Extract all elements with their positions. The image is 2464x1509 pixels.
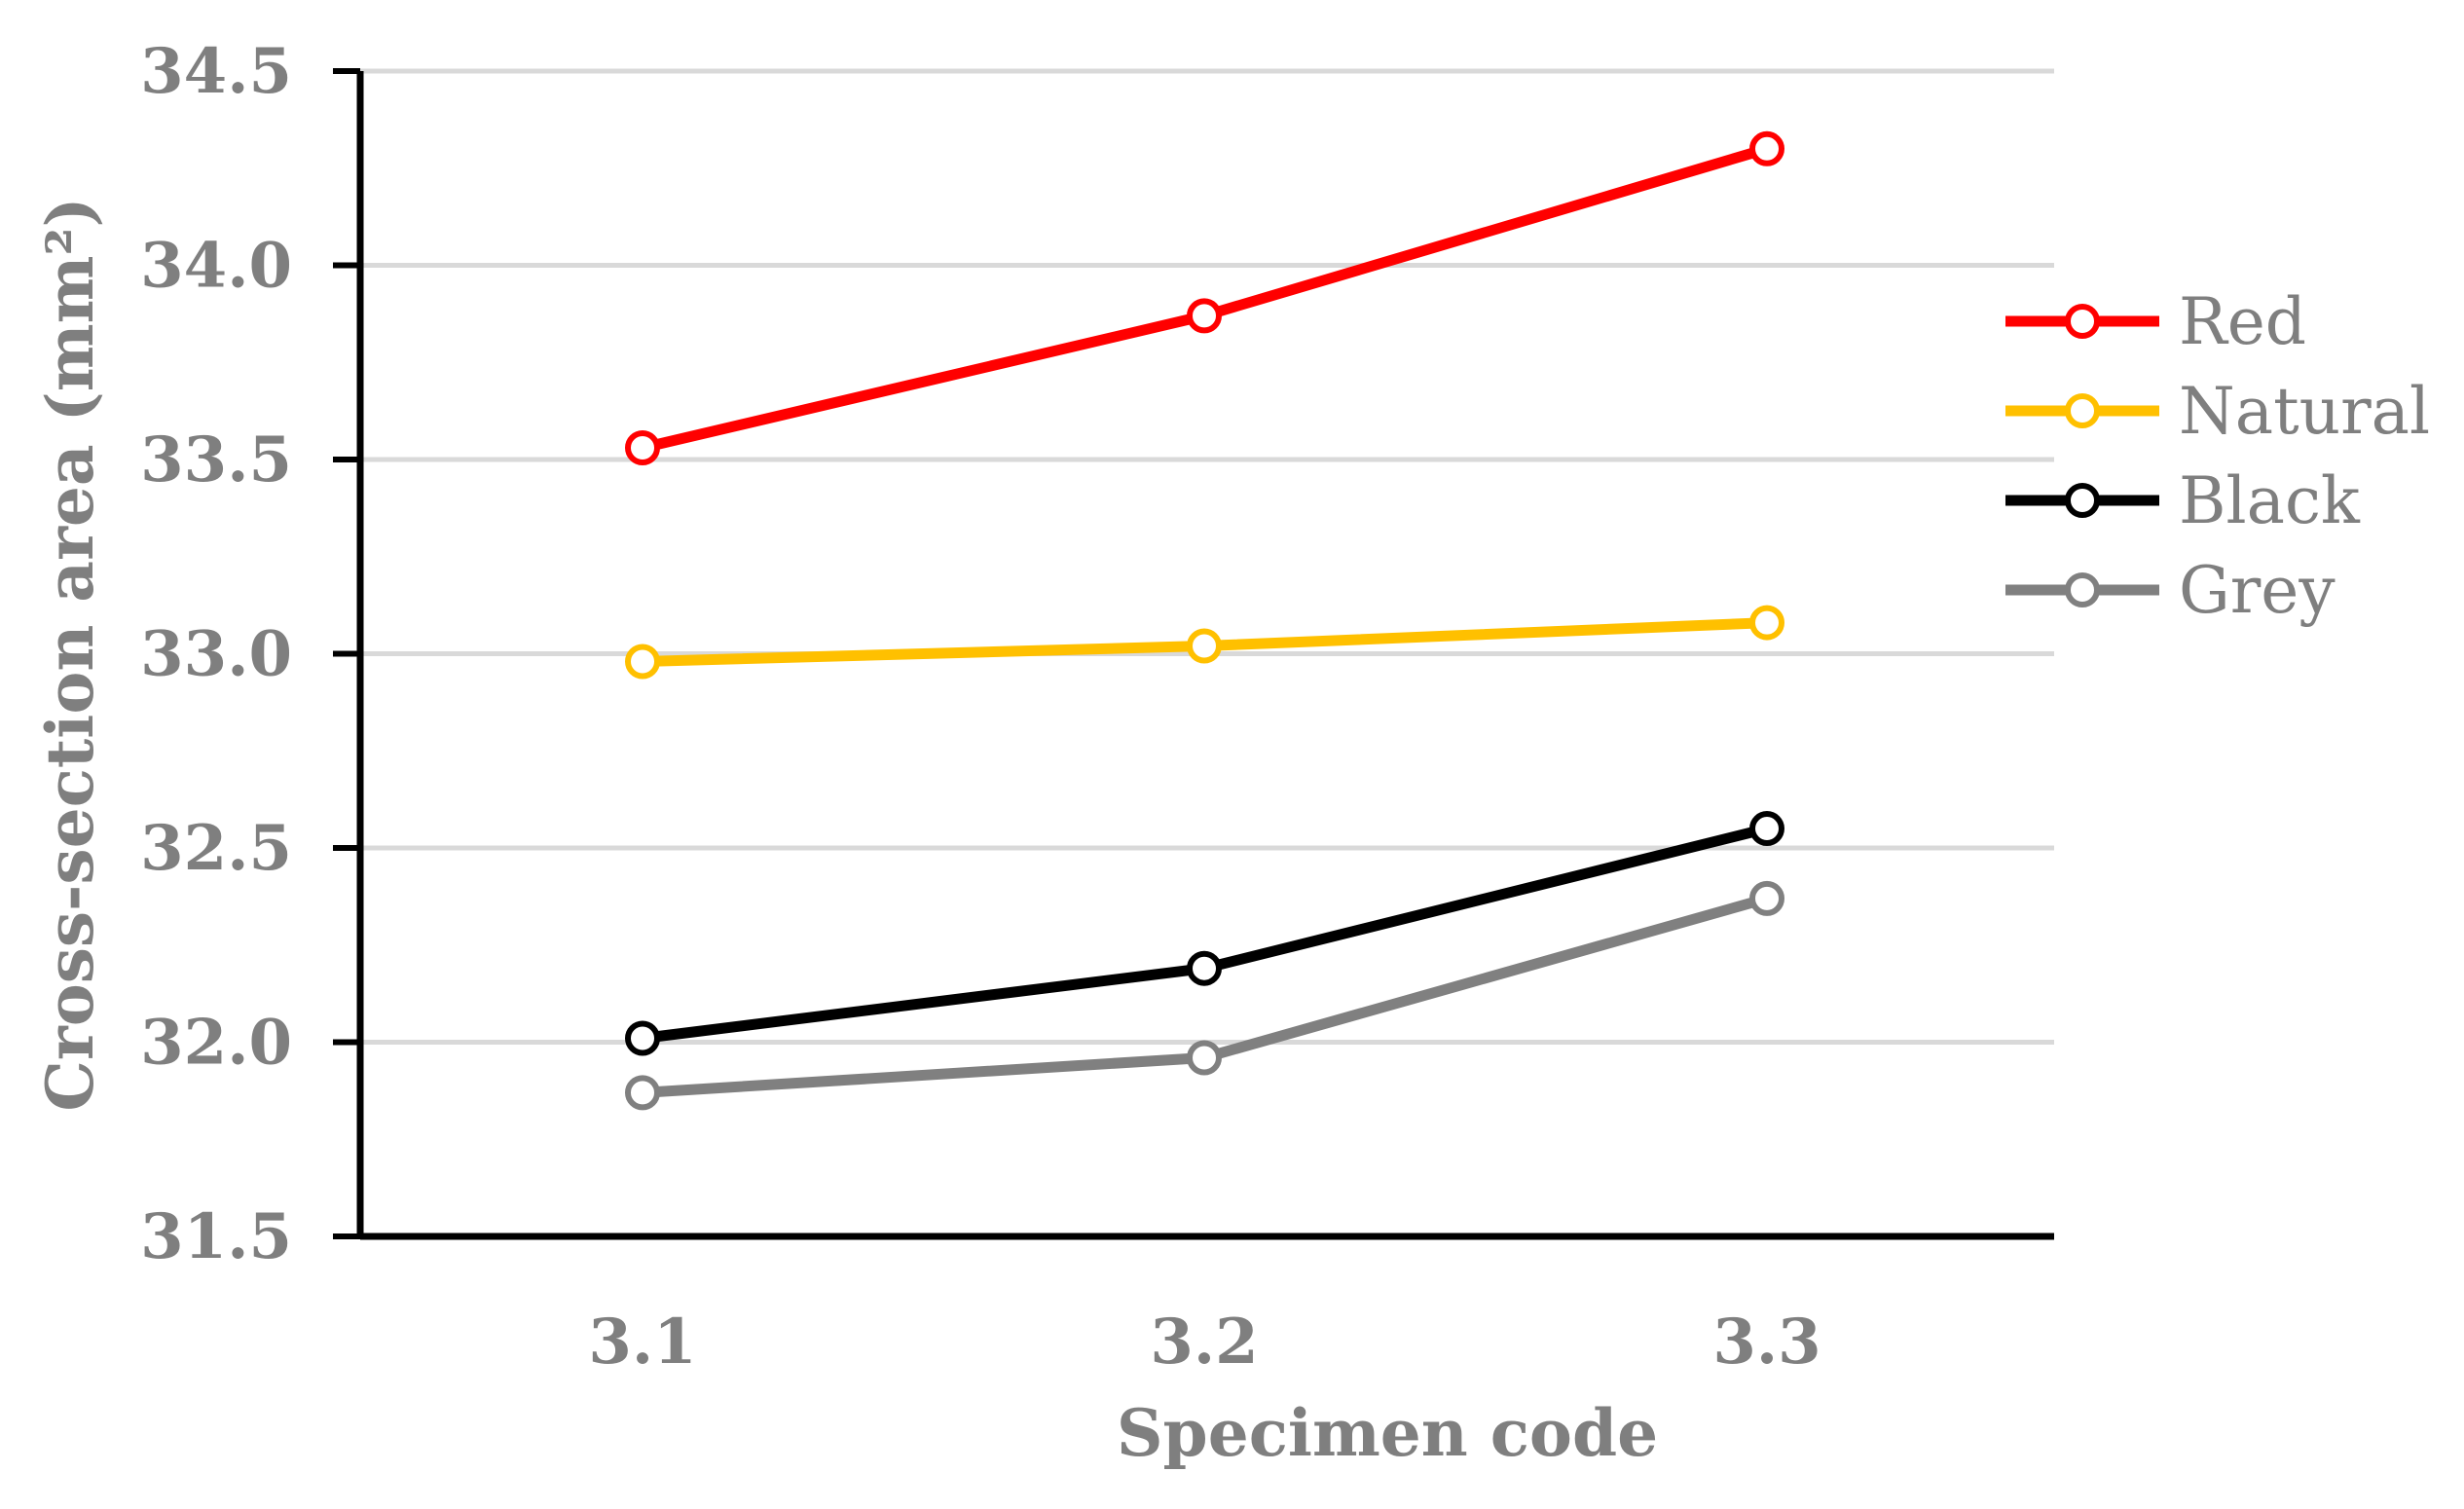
x-tick-label: 3.1 bbox=[588, 1306, 696, 1379]
data-point bbox=[1749, 605, 1784, 641]
legend-marker bbox=[2065, 572, 2100, 607]
legend-marker bbox=[2065, 483, 2100, 518]
legend-item: Grey bbox=[2005, 553, 2335, 628]
series-grey bbox=[625, 880, 1784, 1111]
series-line bbox=[642, 823, 1769, 1044]
legend-label: Black bbox=[2179, 463, 2361, 538]
data-point bbox=[1749, 130, 1784, 166]
y-axis-title: Cross-section area (mm²) bbox=[32, 197, 108, 1111]
data-point bbox=[1187, 1040, 1222, 1076]
y-tick-label: 31.5 bbox=[140, 1200, 292, 1273]
series-natural bbox=[625, 605, 1784, 680]
y-tick-label: 33.0 bbox=[140, 618, 292, 691]
data-point bbox=[1187, 298, 1222, 334]
data-point bbox=[625, 430, 660, 466]
legend-item: Red bbox=[2005, 284, 2306, 359]
legend-marker bbox=[2065, 304, 2100, 339]
x-tick-label: 3.2 bbox=[1150, 1306, 1258, 1379]
legend: Red Natural Black Grey bbox=[2005, 284, 2430, 628]
legend-item: Black bbox=[2005, 463, 2361, 538]
data-point bbox=[625, 1020, 660, 1056]
series-black bbox=[625, 811, 1784, 1056]
x-tick-labels: 3.1 3.2 3.3 bbox=[588, 1306, 1820, 1379]
x-axis-title: Specimen code bbox=[1117, 1395, 1658, 1471]
y-tick-label: 34.5 bbox=[140, 35, 292, 108]
data-point bbox=[1187, 628, 1222, 664]
series-lines bbox=[625, 130, 1784, 1111]
data-point bbox=[625, 644, 660, 680]
gridlines bbox=[360, 68, 2054, 1045]
legend-label: Red bbox=[2179, 284, 2306, 359]
data-point bbox=[1187, 950, 1222, 986]
legend-label: Grey bbox=[2179, 553, 2335, 628]
legend-marker bbox=[2065, 393, 2100, 428]
legend-label: Natural bbox=[2179, 374, 2430, 449]
y-tick-label: 32.5 bbox=[140, 812, 292, 885]
y-tick-label: 32.0 bbox=[140, 1007, 292, 1080]
legend-item: Natural bbox=[2005, 374, 2430, 449]
y-tick-labels: 31.5 32.0 32.5 33.0 33.5 34.0 34.5 bbox=[140, 35, 360, 1273]
data-point bbox=[1749, 811, 1784, 847]
x-tick-label: 3.3 bbox=[1712, 1306, 1820, 1379]
data-point bbox=[625, 1075, 660, 1111]
y-tick-label: 34.0 bbox=[140, 230, 292, 303]
data-point bbox=[1749, 880, 1784, 916]
y-tick-label: 33.5 bbox=[140, 423, 292, 497]
series-red bbox=[625, 130, 1784, 466]
